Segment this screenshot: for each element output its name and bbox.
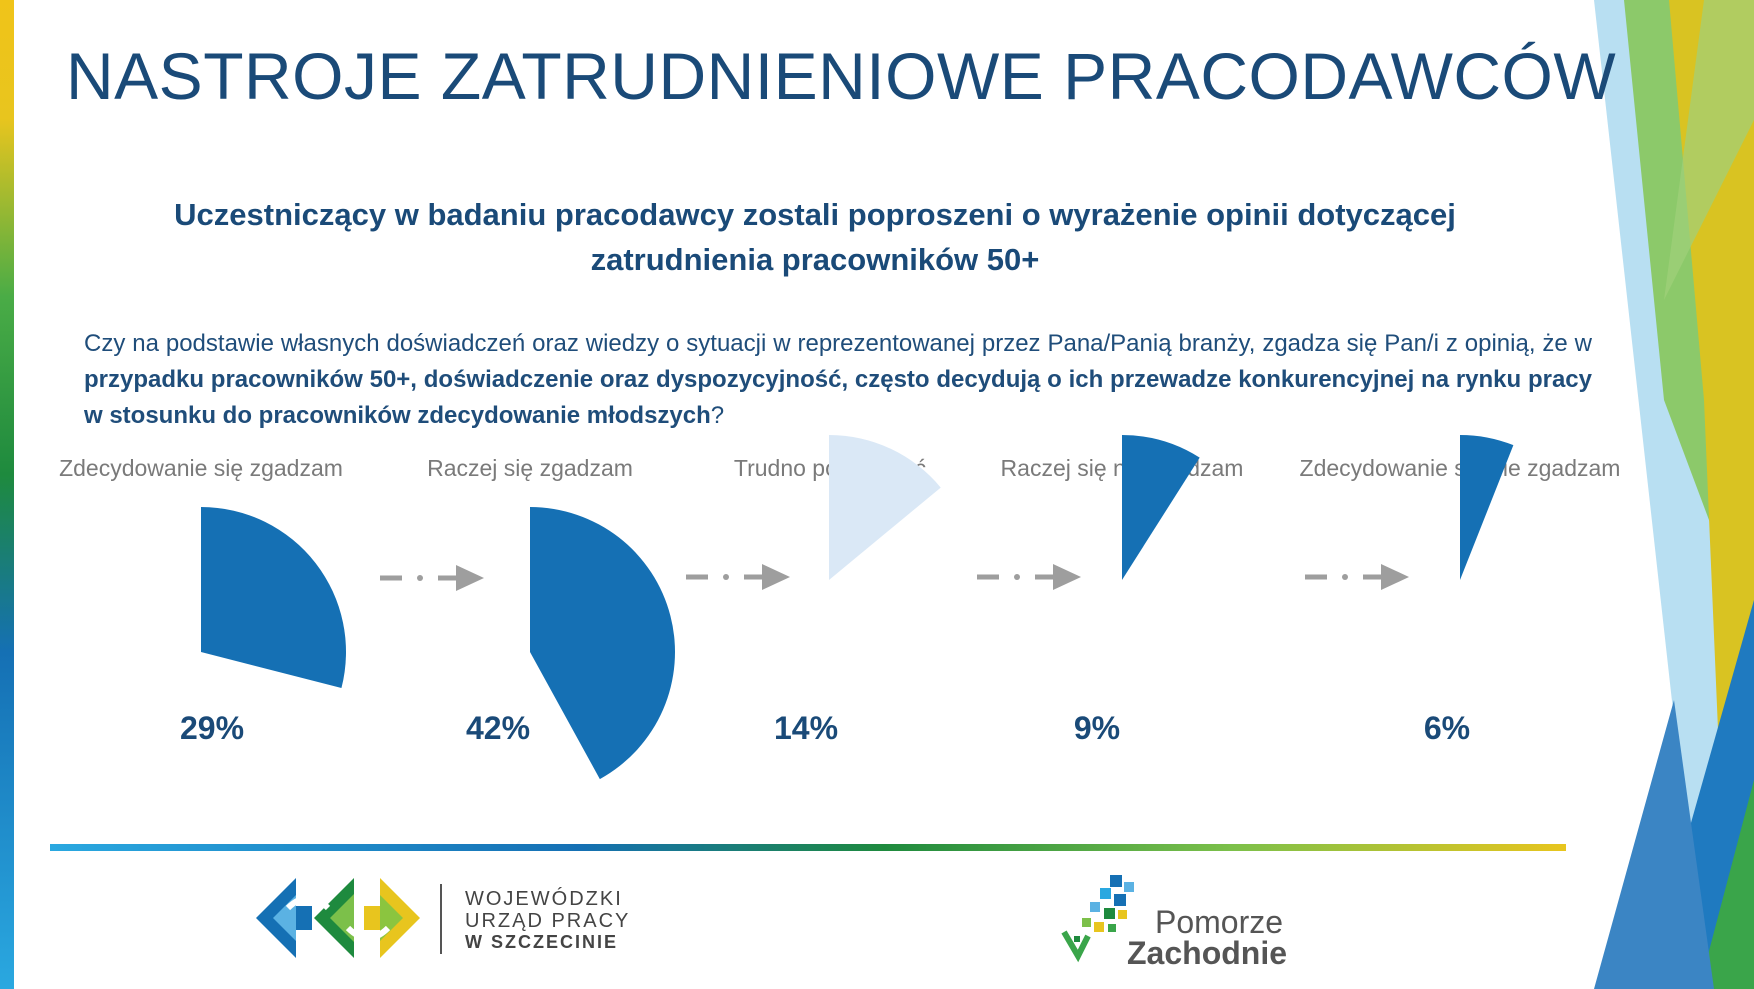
value-label-4: 9% [1073, 710, 1121, 746]
question-text-end: ? [710, 402, 725, 429]
pie-sector-5 [1460, 435, 1514, 580]
footer-divider [50, 844, 1566, 851]
pie-sector-3 [829, 435, 941, 580]
pomorze-name-line-2: Zachodnie [1127, 935, 1288, 971]
pomorze-name-line-1: Pomorze [1155, 904, 1284, 940]
survey-question: Czy na podstawie własnych doświadczeń or… [84, 326, 1592, 434]
pie-sector-4 [1122, 435, 1200, 580]
connector-arrow-4 [1305, 564, 1409, 590]
value-label-2: 42% [465, 710, 531, 746]
logo-divider [440, 884, 442, 954]
page-title: NASTROJE ZATRUDNIENIOWE PRACODAWCÓW [66, 39, 1617, 113]
pie-sector-1 [201, 507, 346, 689]
wup-name-line-1: WOJEWÓDZKI [465, 888, 623, 910]
pie-sector-2 [530, 507, 675, 780]
wup-name-line-3: W SZCZECINIE [465, 932, 618, 952]
wup-name-line-2: URZĄD PRACY [465, 910, 631, 932]
pomorze-zachodnie-logo-icon [1061, 875, 1134, 963]
category-label-1: Zdecydowanie się zgadzam [59, 455, 343, 481]
connector-arrow-3 [977, 564, 1081, 590]
question-text-start: Czy na podstawie własnych doświadczeń or… [84, 330, 1592, 357]
connector-arrow-2 [686, 564, 790, 590]
page-subtitle: Uczestniczący w badaniu pracodawcy zosta… [174, 197, 1456, 277]
wup-logo-icon [256, 878, 420, 958]
value-label-1: 29% [179, 710, 245, 746]
connector-arrow-1 [380, 565, 484, 591]
category-label-2: Raczej się zgadzam [427, 455, 633, 481]
question-text-bold: przypadku pracowników 50+, doświadczenie… [84, 366, 1592, 429]
right-decorative-shapes [1594, 0, 1754, 989]
left-decorative-stripe [0, 0, 14, 989]
value-label-3: 14% [773, 710, 839, 746]
value-label-5: 6% [1423, 710, 1471, 746]
